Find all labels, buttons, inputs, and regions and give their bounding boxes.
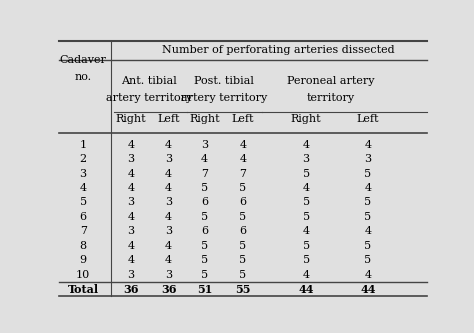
Text: 2: 2 bbox=[80, 154, 87, 164]
Text: 3: 3 bbox=[201, 140, 208, 150]
Text: 6: 6 bbox=[201, 197, 208, 207]
Text: 1: 1 bbox=[80, 140, 87, 150]
Text: 3: 3 bbox=[302, 154, 310, 164]
Text: 4: 4 bbox=[302, 183, 310, 193]
Text: 5: 5 bbox=[364, 255, 372, 265]
Text: 4: 4 bbox=[128, 241, 135, 251]
Text: 9: 9 bbox=[80, 255, 87, 265]
Text: 44: 44 bbox=[298, 284, 314, 295]
Text: 7: 7 bbox=[80, 226, 87, 236]
Text: 4: 4 bbox=[128, 140, 135, 150]
Text: 6: 6 bbox=[239, 197, 246, 207]
Text: no.: no. bbox=[74, 72, 91, 82]
Text: 5: 5 bbox=[201, 183, 208, 193]
Text: 4: 4 bbox=[201, 154, 208, 164]
Text: 3: 3 bbox=[128, 197, 135, 207]
Text: 51: 51 bbox=[197, 284, 212, 295]
Text: 4: 4 bbox=[302, 226, 310, 236]
Text: 5: 5 bbox=[80, 197, 87, 207]
Text: 4: 4 bbox=[165, 140, 172, 150]
Text: 5: 5 bbox=[201, 241, 208, 251]
Text: 5: 5 bbox=[201, 270, 208, 280]
Text: Left: Left bbox=[232, 115, 254, 125]
Text: 4: 4 bbox=[364, 140, 372, 150]
Text: 36: 36 bbox=[161, 284, 176, 295]
Text: 44: 44 bbox=[360, 284, 375, 295]
Text: 5: 5 bbox=[239, 241, 246, 251]
Text: 3: 3 bbox=[165, 197, 172, 207]
Text: 4: 4 bbox=[165, 183, 172, 193]
Text: 5: 5 bbox=[302, 168, 310, 178]
Text: 5: 5 bbox=[364, 168, 372, 178]
Text: Cadaver: Cadaver bbox=[60, 56, 107, 66]
Text: 5: 5 bbox=[201, 255, 208, 265]
Text: 8: 8 bbox=[80, 241, 87, 251]
Text: 5: 5 bbox=[302, 241, 310, 251]
Text: 6: 6 bbox=[201, 226, 208, 236]
Text: 4: 4 bbox=[128, 168, 135, 178]
Text: 3: 3 bbox=[128, 270, 135, 280]
Text: Left: Left bbox=[157, 115, 180, 125]
Text: 4: 4 bbox=[165, 168, 172, 178]
Text: Peroneal artery: Peroneal artery bbox=[287, 76, 375, 86]
Text: 5: 5 bbox=[302, 212, 310, 222]
Text: 6: 6 bbox=[239, 226, 246, 236]
Text: 5: 5 bbox=[239, 255, 246, 265]
Text: 10: 10 bbox=[76, 270, 90, 280]
Text: 4: 4 bbox=[165, 255, 172, 265]
Text: Number of perforating arteries dissected: Number of perforating arteries dissected bbox=[162, 45, 394, 55]
Text: Post. tibial: Post. tibial bbox=[194, 76, 254, 86]
Text: artery territory: artery territory bbox=[106, 93, 192, 103]
Text: 4: 4 bbox=[128, 183, 135, 193]
Text: 4: 4 bbox=[364, 183, 372, 193]
Text: 5: 5 bbox=[239, 212, 246, 222]
Text: 4: 4 bbox=[128, 255, 135, 265]
Text: 3: 3 bbox=[165, 226, 172, 236]
Text: Right: Right bbox=[291, 115, 321, 125]
Text: 36: 36 bbox=[123, 284, 138, 295]
Text: 4: 4 bbox=[239, 154, 246, 164]
Text: 4: 4 bbox=[364, 226, 372, 236]
Text: 3: 3 bbox=[165, 154, 172, 164]
Text: 3: 3 bbox=[128, 154, 135, 164]
Text: territory: territory bbox=[307, 93, 355, 103]
Text: 3: 3 bbox=[165, 270, 172, 280]
Text: 5: 5 bbox=[201, 212, 208, 222]
Text: 5: 5 bbox=[364, 241, 372, 251]
Text: 7: 7 bbox=[239, 168, 246, 178]
Text: 5: 5 bbox=[302, 255, 310, 265]
Text: 4: 4 bbox=[165, 212, 172, 222]
Text: 4: 4 bbox=[302, 270, 310, 280]
Text: Right: Right bbox=[189, 115, 219, 125]
Text: 3: 3 bbox=[128, 226, 135, 236]
Text: 55: 55 bbox=[235, 284, 251, 295]
Text: Right: Right bbox=[116, 115, 146, 125]
Text: artery territory: artery territory bbox=[181, 93, 267, 103]
Text: 5: 5 bbox=[239, 270, 246, 280]
Text: 4: 4 bbox=[128, 212, 135, 222]
Text: Left: Left bbox=[356, 115, 379, 125]
Text: 5: 5 bbox=[364, 212, 372, 222]
Text: 4: 4 bbox=[165, 241, 172, 251]
Text: 5: 5 bbox=[302, 197, 310, 207]
Text: 3: 3 bbox=[364, 154, 372, 164]
Text: 4: 4 bbox=[239, 140, 246, 150]
Text: 3: 3 bbox=[80, 168, 87, 178]
Text: 4: 4 bbox=[302, 140, 310, 150]
Text: Ant. tibial: Ant. tibial bbox=[121, 76, 177, 86]
Text: Total: Total bbox=[68, 284, 99, 295]
Text: 6: 6 bbox=[80, 212, 87, 222]
Text: 7: 7 bbox=[201, 168, 208, 178]
Text: 4: 4 bbox=[80, 183, 87, 193]
Text: 5: 5 bbox=[364, 197, 372, 207]
Text: 5: 5 bbox=[239, 183, 246, 193]
Text: 4: 4 bbox=[364, 270, 372, 280]
